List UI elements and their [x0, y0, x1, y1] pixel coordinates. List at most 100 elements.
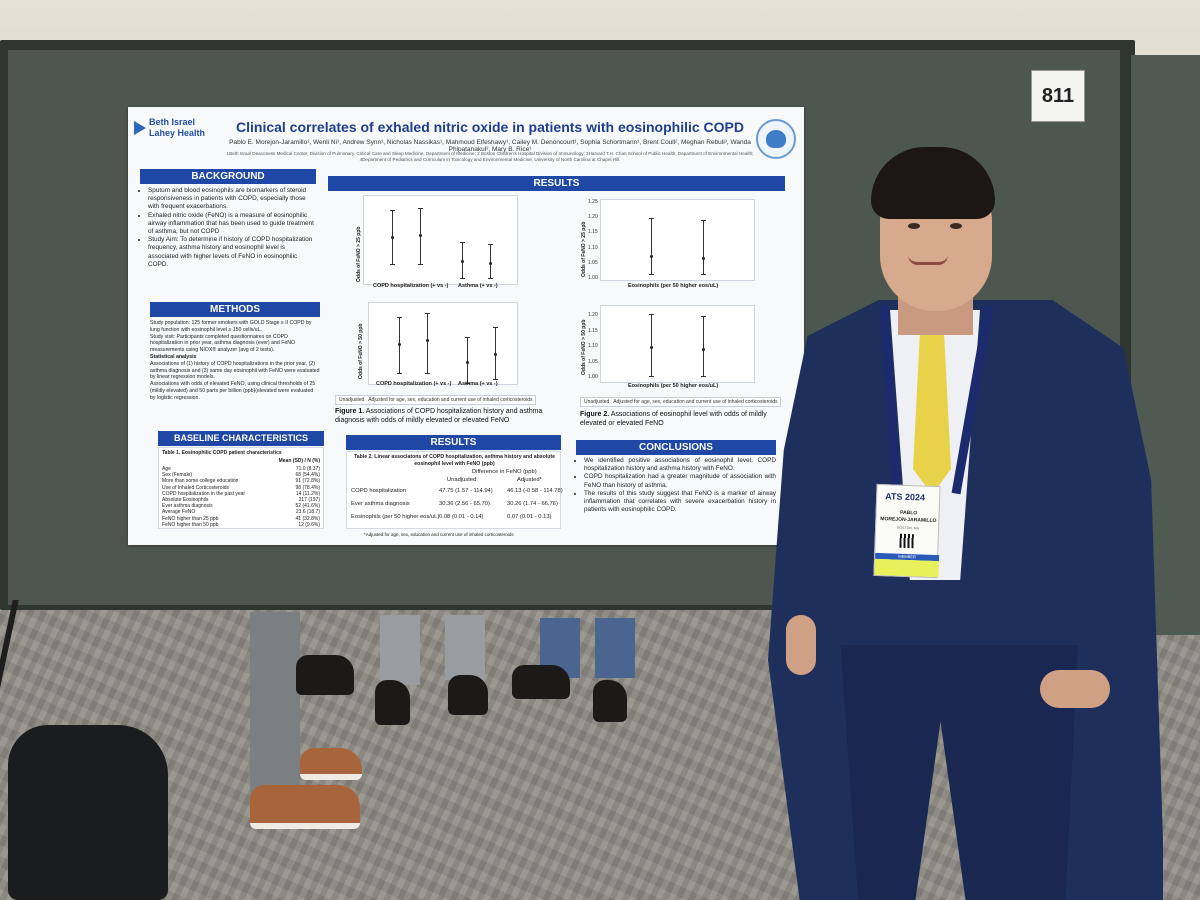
legend-unadjusted: Unadjusted [584, 399, 610, 405]
conclusions-heading: CONCLUSIONS [576, 440, 776, 455]
error-bar-cap [425, 373, 430, 374]
error-bar [703, 316, 704, 376]
axis-tick-label: 1.20 [588, 312, 598, 318]
error-bar-cap [649, 376, 654, 377]
error-bar [703, 220, 704, 274]
error-bar-cap [390, 264, 395, 265]
figure-1-top-ylabel: Odds of FeNO > 25 ppb [356, 226, 362, 282]
error-bar-cap [460, 278, 465, 279]
row-label: More than some college education [162, 478, 239, 485]
lung-icon [766, 130, 786, 148]
row-value: 23.6 (18.7) [295, 509, 320, 516]
figure-2-caption-label: Figure 2. [580, 411, 610, 418]
figure-1-top-xlabel-1: COPD hospitalization (+ vs -) [373, 283, 449, 289]
error-bar-cap [493, 379, 498, 380]
point-estimate [426, 339, 429, 342]
error-bar [651, 218, 652, 274]
point-estimate [702, 348, 705, 351]
row-label: Average FeNO [162, 509, 196, 516]
background-text: Sputum and blood eosinophils are biomark… [140, 187, 316, 269]
badge-city: BOSTON, MA [897, 525, 920, 531]
poster-affiliations: 1Beth Israel Deaconess Medical Center, D… [226, 151, 754, 162]
institute-seal [756, 119, 796, 159]
error-bar [467, 337, 468, 383]
legend-unadjusted: Unadjusted [339, 397, 365, 403]
eye [908, 223, 920, 229]
table-cell-label: Ever asthma diagnosis [351, 501, 410, 507]
table-row: Age 71.0 (8.37) [162, 466, 320, 472]
baseline-heading: BASELINE CHARACTERISTICS [158, 431, 324, 446]
figure-1-caption: Figure 1. Associations of COPD hospitali… [335, 407, 570, 425]
error-bar-cap [493, 327, 498, 328]
figure-1-bottom-plot [368, 302, 518, 385]
bystander-shoe [375, 680, 410, 725]
table-row: Ever asthma diagnosis 52 (41.6%) [162, 503, 320, 509]
conclusions-bullet: The results of this study suggest that F… [584, 490, 776, 515]
background-bullet: Sputum and blood eosinophils are biomark… [148, 187, 316, 212]
figure-1-legend: Unadjusted Adjusted for age, sex, educat… [335, 395, 537, 405]
bystander-leg [445, 615, 485, 680]
hand [786, 615, 816, 675]
axis-tick-label: 1.25 [588, 199, 598, 205]
error-bar-cap [701, 220, 706, 221]
conclusions-bullet: COPD hospitalization had a greater magni… [584, 473, 776, 489]
table-row: Use of Inhaled Corticosteroids 98 (78.4%) [162, 485, 320, 491]
figure-1-top-plot [363, 195, 518, 285]
background-bullet: Study Aim: To determine if history of CO… [148, 236, 316, 269]
bystander-shoe [300, 748, 362, 780]
background-heading: BACKGROUND [140, 169, 316, 184]
logo-line-1: Beth Israel [149, 117, 196, 127]
eye [950, 223, 962, 229]
row-value: 68 (54.4%) [295, 472, 320, 479]
error-bar-cap [488, 244, 493, 245]
results-table-footnote: *Adjusted for age, sex, education and cu… [364, 532, 514, 537]
bystander-leg [595, 618, 635, 678]
axis-tick-label: 1.10 [588, 343, 598, 349]
row-label: FeNO higher than 25 ppb [162, 515, 219, 522]
figure-2-top-xlabel: Eosinophils (per 50 higher eos/uL) [628, 283, 719, 289]
bystander-shoe [296, 655, 354, 695]
axis-tick-label: 1.05 [588, 259, 598, 266]
figure-2-caption-text: Associations of eosinophil level with od… [580, 411, 767, 427]
conclusions-bullet: We identified positive associations of e… [584, 457, 776, 473]
point-estimate [398, 343, 401, 346]
error-bar-cap [418, 264, 423, 265]
error-bar-cap [649, 314, 654, 315]
figure-1-top-xlabel-2: Asthma (+ vs -) [458, 283, 498, 289]
methods-analysis-2: Associations with odds of elevated FeNO,… [150, 381, 316, 401]
bystander-shoe [448, 675, 488, 715]
results2-heading: RESULTS [346, 435, 561, 450]
figure-2-top-ylabel: Odds of FeNO > 25 ppb [581, 221, 587, 277]
error-bar-cap [465, 337, 470, 338]
logo-line-2: Lahey Health [149, 128, 206, 138]
table-row: FeNO higher than 50 ppb 12 (9.6%) [162, 522, 320, 528]
figure-2-caption: Figure 2. Associations of eosinophil lev… [580, 410, 785, 428]
row-value: 98 (78.4%) [295, 484, 320, 491]
results-table-title: Table 2. Linear associatons of COPD hosp… [353, 454, 556, 467]
hand [1040, 670, 1110, 708]
methods-analysis-1: Associations of (1) history of COPD hosp… [150, 360, 320, 381]
smile [908, 255, 948, 265]
table-cell-unadjusted: 0.08 (0.01 - 0.14) [439, 514, 484, 520]
error-bar-cap [701, 376, 706, 377]
error-bar-cap [649, 218, 654, 219]
badge-last-name: MOREJON-JARAMILLO [880, 516, 937, 525]
background-bullet: Exhaled nitric oxide (FeNO) is a measure… [148, 212, 316, 237]
row-value: 91 (72.8%) [295, 478, 320, 485]
error-bar [490, 244, 491, 278]
row-label: Absolute Eosinophils [162, 497, 209, 503]
point-estimate [702, 257, 705, 260]
figure-1-bottom-xlabel-1: COPD hospitalization (+ vs -) [376, 381, 452, 387]
figure-1-caption-label: Figure 1. [335, 408, 365, 415]
results-table-col-adjusted: Adjusted* [517, 477, 542, 483]
figure-1-bottom-xlabel-2: Asthma (+ vs -) [458, 381, 498, 387]
results-table: Table 2. Linear associatons of COPD hosp… [346, 451, 563, 529]
table-row: FeNO higher than 25 ppb 41 (32.8%) [162, 516, 320, 522]
error-bar-cap [390, 210, 395, 211]
figure-1-bottom-ylabel: Odds of FeNO > 50 ppb [358, 323, 364, 379]
axis-tick-label: 1.15 [588, 229, 598, 236]
row-label: Use of Inhaled Corticosteroids [162, 484, 229, 491]
point-estimate [461, 260, 464, 263]
row-label: Age [162, 466, 171, 472]
row-value: 52 (41.6%) [295, 503, 320, 510]
